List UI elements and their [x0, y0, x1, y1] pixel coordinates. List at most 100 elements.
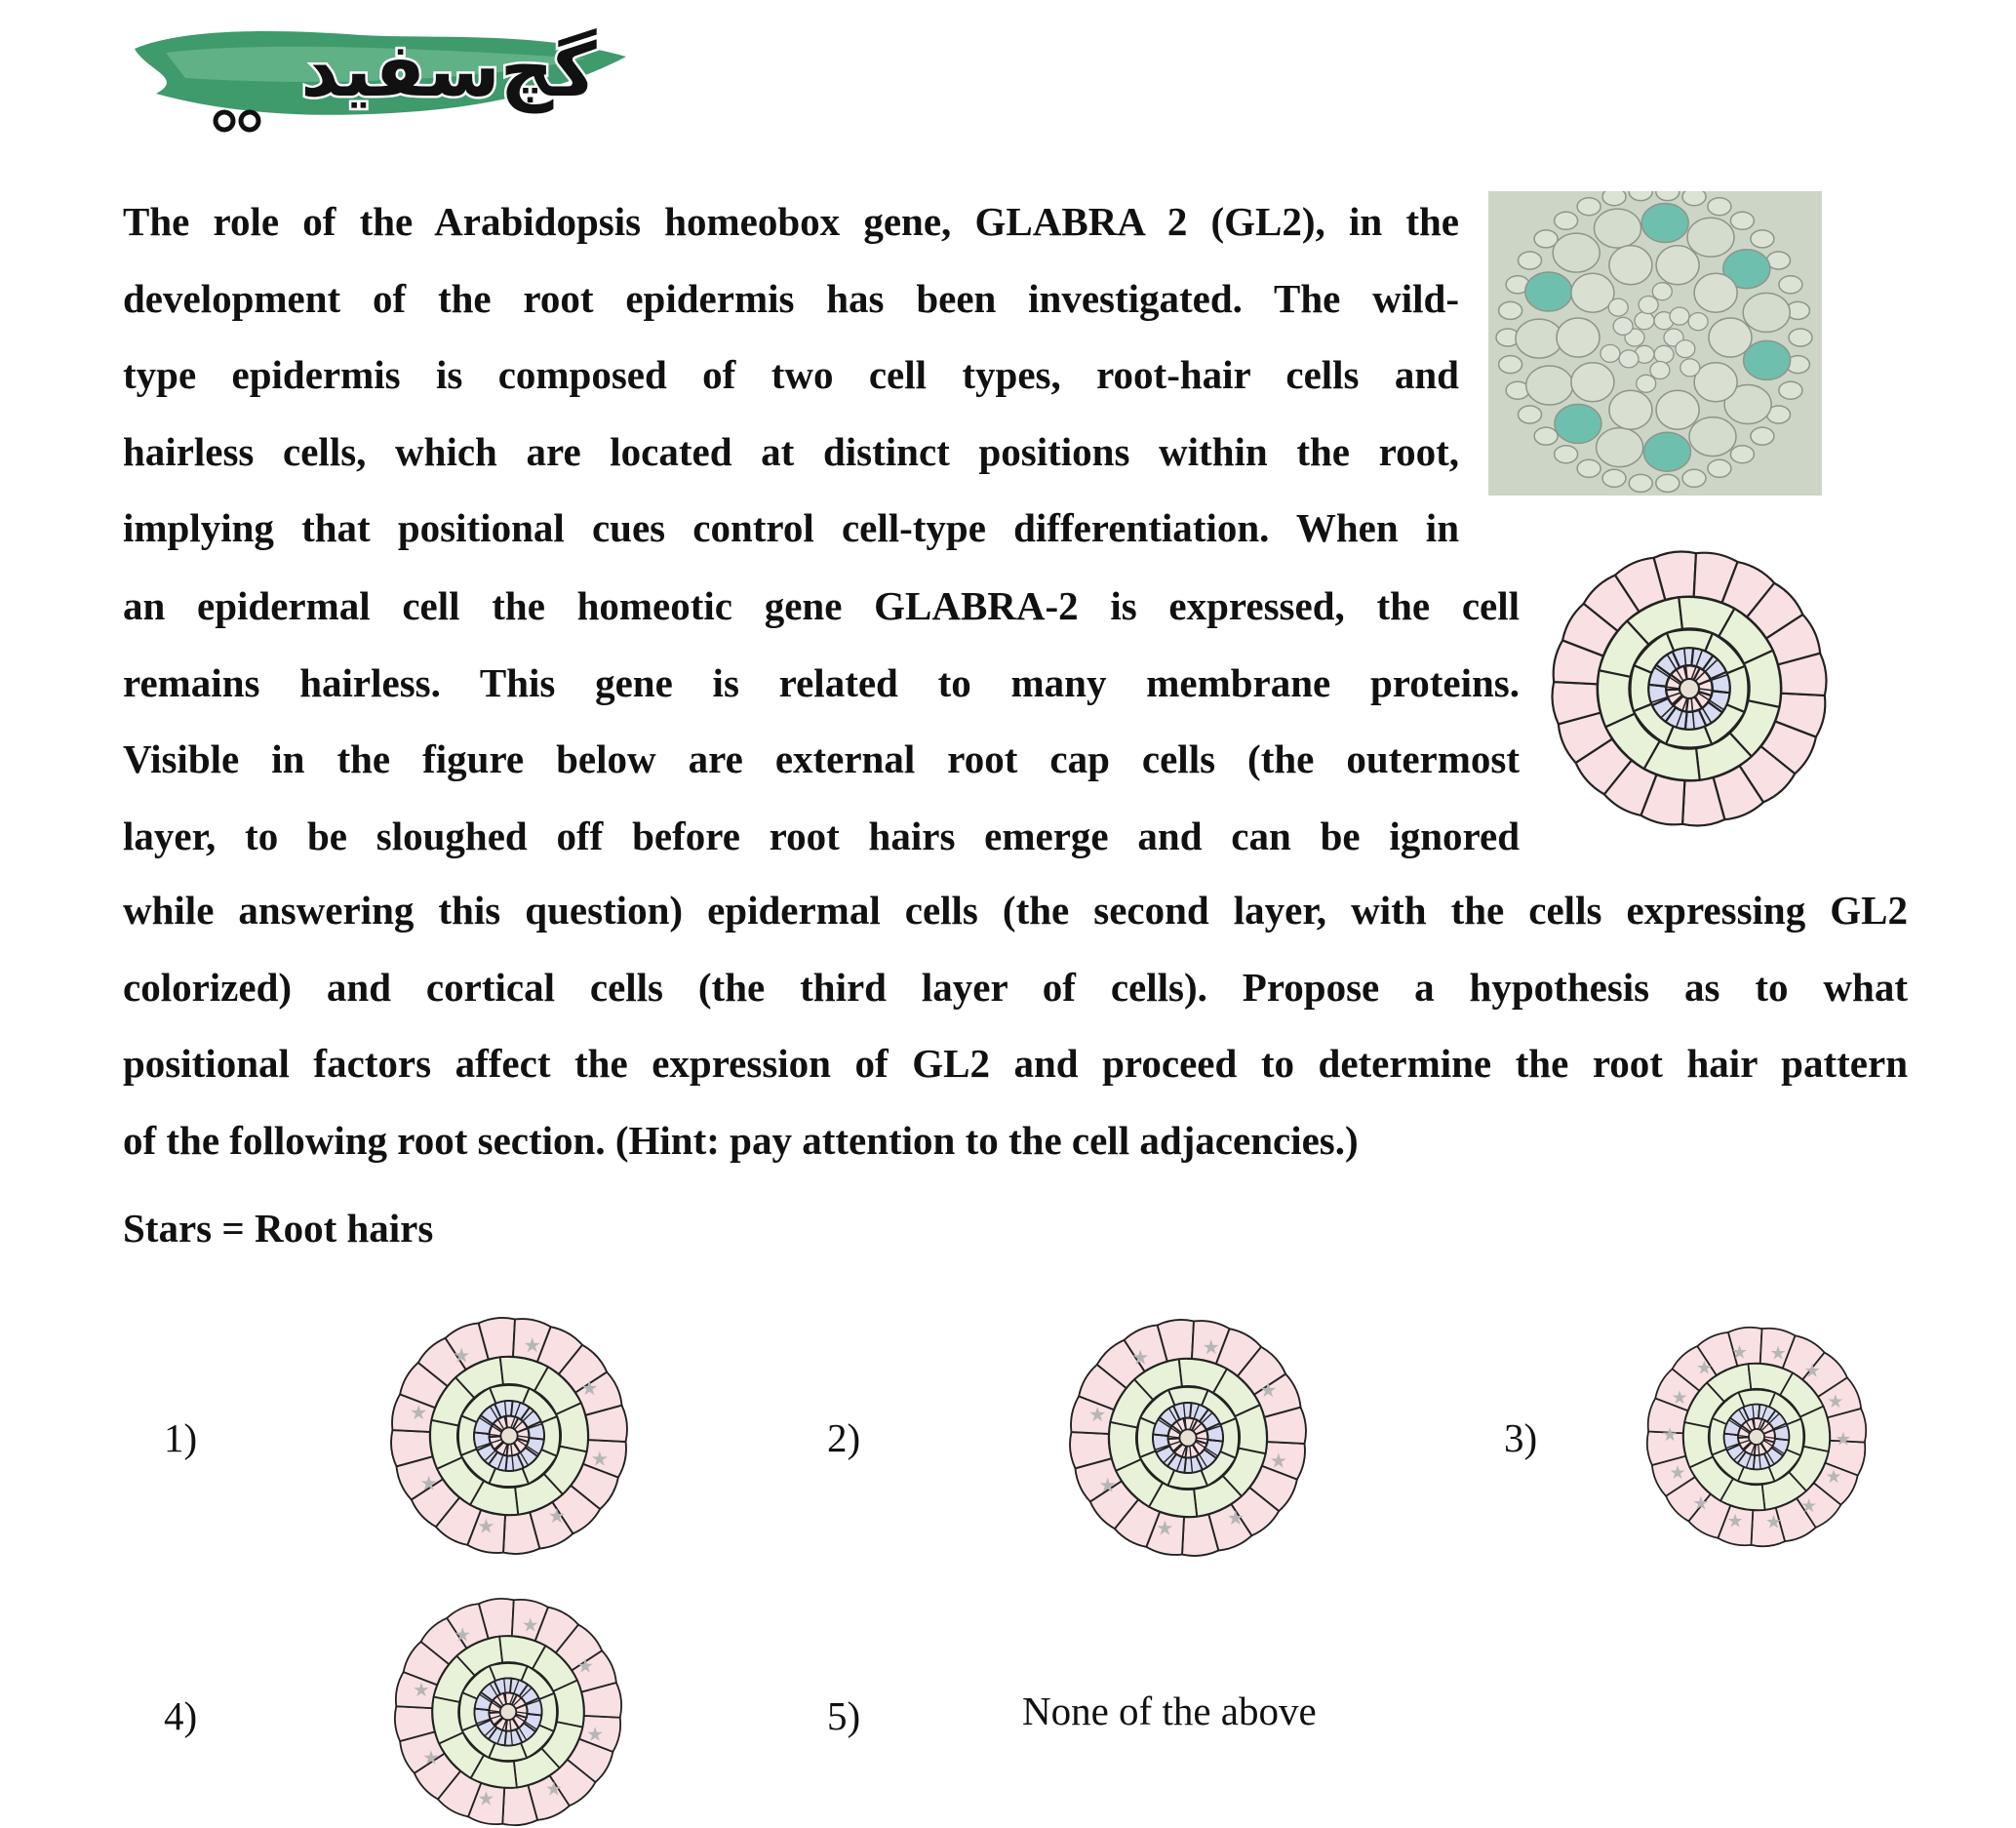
- root-hair-star: ★: [419, 1472, 437, 1495]
- photo-epidermal-cell: [1686, 217, 1735, 258]
- photo-epidermal-cell: [1593, 208, 1642, 249]
- question-paragraph-part2: an epidermal cell the homeotic gene GLAB…: [123, 568, 1520, 874]
- stele-wall: [484, 1442, 505, 1462]
- option-4-label[interactable]: 4): [164, 1693, 198, 1738]
- photo-cortical-cell: [1570, 362, 1615, 403]
- root-hair-star: ★: [1131, 1345, 1149, 1369]
- root-hair-star: ★: [1227, 1506, 1245, 1530]
- stele-wall: [1698, 688, 1730, 694]
- stele-wall: [1690, 697, 1695, 730]
- photo-cell: [1788, 328, 1813, 347]
- photo-cell: [1628, 191, 1653, 202]
- legend-text: Stars = Root hairs: [123, 1206, 434, 1251]
- photo-stele-cell: [1634, 311, 1655, 331]
- stele-wall: [1654, 666, 1681, 686]
- option-2-label[interactable]: 2): [827, 1415, 861, 1460]
- photo-stele-cell: [1636, 374, 1657, 393]
- stele-wall: [1192, 1444, 1208, 1468]
- photo-cell: [1681, 468, 1707, 489]
- paragraph-line: layer, to be sloughed off before root ha…: [123, 813, 1520, 858]
- paragraph-line: implying that positional cues control ce…: [123, 505, 1459, 550]
- photo-stele-cell: [1653, 344, 1675, 364]
- photo-epidermal-cell: [1640, 202, 1689, 244]
- stele-wall: [512, 1718, 528, 1741]
- photo-epidermal-cell: [1742, 339, 1792, 381]
- photo-epidermal-cell: [1515, 318, 1563, 359]
- stele-wall: [1675, 697, 1688, 728]
- photo-epidermal-cell: [1552, 232, 1601, 273]
- photo-epidermal-cell: [1524, 365, 1574, 406]
- root-hair-star: ★: [1726, 1510, 1743, 1531]
- paragraph-line: remains hairless. This gene is related t…: [123, 659, 1520, 705]
- stele-wall: [1697, 692, 1724, 711]
- option-1-diagram[interactable]: ★ ★ ★ ★ ★ ★ ★ ★: [388, 1315, 630, 1557]
- root-hair-star: ★: [591, 1448, 609, 1471]
- stele-center: [1748, 1428, 1765, 1446]
- photo-cell: [1601, 468, 1627, 489]
- paragraph-line: type epidermis is composed of two cell t…: [123, 352, 1459, 397]
- stele-wall: [474, 1707, 500, 1713]
- stele-wall: [1694, 695, 1713, 724]
- photo-cortical-cell: [1608, 389, 1653, 430]
- question-paragraph-part3: while answering this question) epidermal…: [123, 872, 1908, 1178]
- root-section: ★ ★ ★ ★ ★ ★ ★ ★: [1069, 1319, 1307, 1557]
- stele-wall: [1182, 1403, 1187, 1430]
- photo-cell: [1517, 251, 1543, 270]
- photo-stele-cell: [1680, 358, 1701, 378]
- stele-wall: [1196, 1437, 1223, 1443]
- option-2-diagram[interactable]: ★ ★ ★ ★ ★ ★ ★ ★: [1067, 1317, 1309, 1559]
- root-section-schematic: [1551, 550, 1828, 827]
- root-section: ★ ★ ★ ★ ★ ★ ★ ★ ★ ★ ★ ★ ★ ★: [1645, 1326, 1868, 1548]
- option-1-label[interactable]: 1): [164, 1415, 198, 1460]
- photo-cell: [1707, 196, 1732, 217]
- root-hair-star: ★: [477, 1515, 494, 1538]
- stele-wall: [1752, 1404, 1756, 1430]
- root-hair-star: ★: [454, 1624, 471, 1647]
- photo-cortical-cell: [1693, 272, 1738, 313]
- option-3-diagram[interactable]: ★ ★ ★ ★ ★ ★ ★ ★ ★ ★ ★ ★ ★ ★: [1644, 1325, 1869, 1549]
- photo-stele-cell: [1649, 360, 1671, 380]
- stele-wall: [513, 1410, 534, 1430]
- root-hair-star: ★: [1662, 1424, 1679, 1446]
- photo-epidermal-cell: [1742, 292, 1791, 334]
- stele-wall: [1725, 1439, 1751, 1450]
- photo-cell: [1497, 300, 1523, 321]
- stele-wall: [474, 1431, 501, 1437]
- logo-text: گچ‌سفید: [300, 26, 597, 114]
- option-5-label[interactable]: 5): [827, 1693, 861, 1738]
- photo-epidermal-cell: [1722, 248, 1771, 290]
- stele-wall: [1760, 1412, 1780, 1432]
- photo-cortical-cell: [1608, 245, 1653, 286]
- photo-epidermal-cell: [1642, 431, 1692, 472]
- stele-wall: [496, 1444, 508, 1470]
- photo-cell: [1533, 229, 1559, 249]
- root-hair-star: ★: [1835, 1429, 1851, 1450]
- photo-stele-cell: [1618, 349, 1640, 369]
- stele-wall: [1158, 1418, 1181, 1435]
- photo-stele-cell: [1600, 343, 1621, 364]
- stele-wall: [1192, 1411, 1213, 1432]
- photo-cell: [1778, 380, 1803, 400]
- stele-wall: [1195, 1441, 1218, 1457]
- stele-wall: [1728, 1419, 1751, 1435]
- stele-wall: [1733, 1442, 1753, 1461]
- stele-wall: [516, 1711, 542, 1717]
- stele-wall: [1763, 1436, 1790, 1441]
- photo-cortical-cell: [1693, 362, 1738, 403]
- option-4-diagram[interactable]: ★ ★ ★ ★ ★ ★ ★ ★: [392, 1596, 624, 1828]
- stele-center: [498, 1702, 518, 1722]
- photo-cell: [1576, 196, 1601, 217]
- paragraph-line: an epidermal cell the homeotic gene GLAB…: [123, 583, 1520, 628]
- option-3-label[interactable]: 3): [1504, 1415, 1538, 1460]
- root-hair-star: ★: [477, 1788, 494, 1810]
- photo-cortical-cell: [1556, 317, 1601, 358]
- stele-wall: [484, 1717, 504, 1737]
- root-hair-star: ★: [576, 1655, 594, 1678]
- root-hair-star: ★: [1270, 1450, 1287, 1473]
- option-5-text[interactable]: None of the above: [1022, 1689, 1317, 1733]
- stele-wall: [1189, 1404, 1201, 1430]
- root-section: ★ ★ ★ ★ ★ ★ ★ ★: [393, 1597, 623, 1827]
- photo-cell: [1655, 473, 1680, 494]
- paragraph-line: Visible in the figure below are external…: [123, 736, 1520, 781]
- root-hair-star: ★: [413, 1679, 430, 1701]
